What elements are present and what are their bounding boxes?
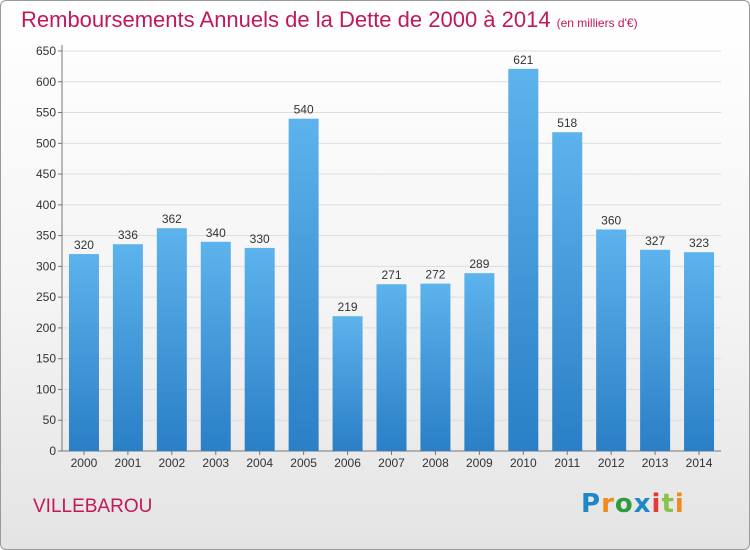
x-tick-label: 2001	[115, 456, 142, 470]
chart-subtitle: (en milliers d'€)	[556, 16, 638, 30]
x-tick-label: 2010	[510, 456, 537, 470]
bar	[68, 254, 99, 451]
x-tick-label: 2012	[598, 456, 625, 470]
x-tick-label: 2002	[158, 456, 185, 470]
y-tick-label: 400	[36, 198, 56, 212]
bar	[156, 228, 187, 451]
data-label: 272	[425, 268, 445, 282]
city-name: VILLEBAROU	[33, 496, 153, 517]
y-tick-label: 450	[36, 167, 56, 181]
data-label: 621	[513, 53, 533, 67]
proxiti-logo: Proxiti	[581, 489, 685, 519]
y-tick-label: 50	[43, 413, 57, 427]
y-tick-label: 0	[49, 444, 56, 458]
data-label: 323	[689, 236, 709, 250]
bar	[508, 68, 539, 451]
x-tick-label: 2005	[290, 456, 317, 470]
data-label: 289	[469, 257, 489, 271]
y-tick-label: 150	[36, 352, 56, 366]
logo-letter: t	[661, 489, 675, 519]
x-tick-label: 2007	[378, 456, 405, 470]
data-labels: 320 336 362 340 330 540 219 271 272 289 621 518 360 3…	[74, 53, 709, 314]
y-tick-label: 650	[36, 44, 56, 58]
x-tick-label: 2003	[202, 456, 229, 470]
bar	[376, 284, 407, 451]
data-label: 540	[294, 103, 314, 117]
x-tick-label: 2009	[466, 456, 493, 470]
bar	[596, 229, 627, 451]
data-label: 518	[557, 116, 577, 130]
data-label: 336	[118, 228, 138, 242]
logo-letter: i	[674, 489, 685, 519]
x-tick-label: 2011	[554, 456, 580, 470]
y-tick-label: 500	[36, 136, 56, 150]
logo-letter: P	[581, 489, 602, 519]
data-label: 327	[645, 234, 665, 248]
bar	[200, 241, 231, 451]
y-tick-label: 550	[36, 106, 56, 120]
bars	[68, 68, 715, 451]
bar	[640, 249, 671, 451]
logo-letter: o	[614, 489, 634, 519]
y-tick-label: 350	[36, 229, 56, 243]
data-label: 362	[162, 212, 182, 226]
x-tick-labels: 2000 2001 2002 2003 2004 2005 2006 2007 2008 2009…	[71, 451, 713, 470]
logo-letter: x	[633, 489, 652, 519]
bar	[332, 316, 363, 451]
y-tick-label: 100	[36, 382, 56, 396]
data-label: 340	[206, 226, 226, 240]
logo-letter: i	[651, 489, 662, 519]
bar	[464, 273, 495, 451]
data-label: 320	[74, 238, 94, 252]
x-tick-label: 2000	[71, 456, 98, 470]
x-tick-label: 2014	[686, 456, 713, 470]
data-label: 271	[381, 268, 401, 282]
data-label: 219	[338, 300, 358, 314]
bar	[244, 247, 275, 451]
x-tick-label: 2008	[422, 456, 449, 470]
data-label: 330	[250, 232, 270, 246]
logo-letter: r	[601, 489, 615, 519]
y-tick-label: 300	[36, 259, 56, 273]
bar	[420, 283, 451, 451]
data-label: 360	[601, 213, 621, 227]
y-tick-labels: 0 50 100 150 200 250 300 350 400 450 500 550 600 650	[36, 44, 56, 458]
bar	[112, 244, 143, 451]
bar	[552, 132, 583, 451]
bar	[288, 118, 319, 451]
y-tick-label: 250	[36, 290, 56, 304]
y-tick-label: 200	[36, 321, 56, 335]
chart-title: Remboursements Annuels de la Dette de 20…	[21, 7, 638, 33]
x-tick-label: 2006	[334, 456, 361, 470]
x-tick-label: 2004	[246, 456, 273, 470]
chart-title-text: Remboursements Annuels de la Dette de 20…	[21, 7, 551, 32]
bar	[684, 252, 715, 451]
x-tick-label: 2013	[642, 456, 669, 470]
y-tick-label: 600	[36, 75, 56, 89]
